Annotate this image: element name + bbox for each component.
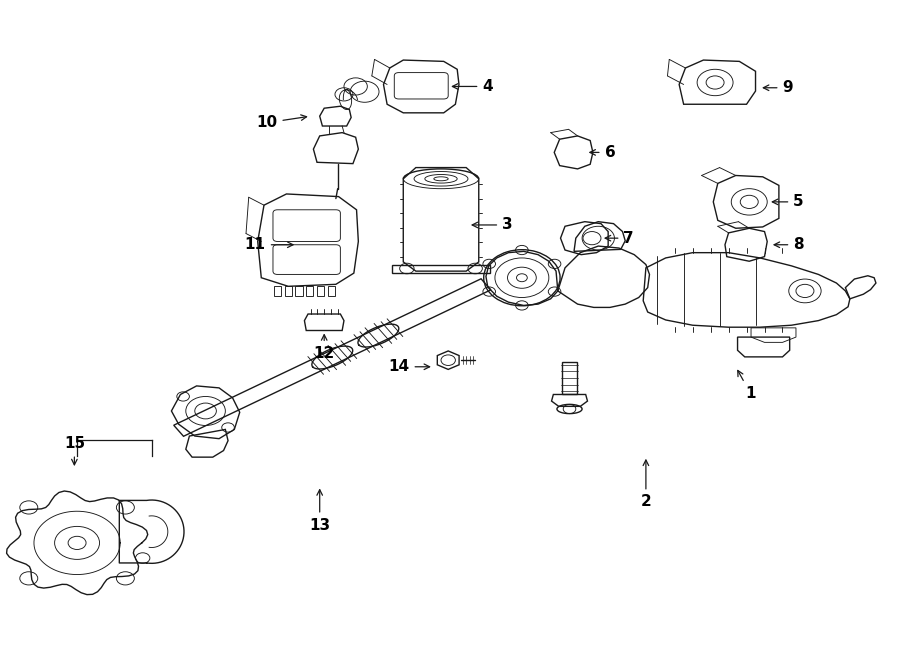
Text: 9: 9 (763, 80, 793, 95)
Text: 10: 10 (256, 115, 307, 130)
Text: 3: 3 (472, 217, 513, 233)
Text: 7: 7 (605, 231, 634, 246)
Text: 11: 11 (245, 237, 293, 253)
Text: 4: 4 (453, 79, 493, 94)
Text: 15: 15 (64, 436, 85, 465)
Text: 6: 6 (590, 145, 616, 160)
Text: 5: 5 (772, 194, 804, 210)
Text: 2: 2 (641, 460, 652, 510)
Text: 12: 12 (313, 334, 335, 361)
Text: 13: 13 (309, 490, 330, 533)
Text: 1: 1 (738, 370, 755, 401)
Text: 8: 8 (774, 237, 804, 253)
Text: 14: 14 (389, 360, 429, 374)
